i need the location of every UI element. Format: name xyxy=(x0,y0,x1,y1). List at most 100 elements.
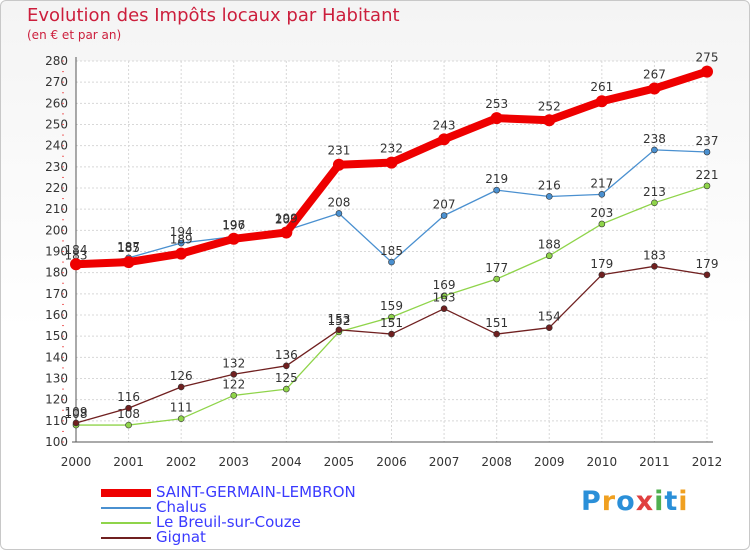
legend-swatch xyxy=(101,488,153,497)
data-label: 217 xyxy=(590,176,613,190)
data-point xyxy=(703,148,711,156)
data-point xyxy=(440,292,448,300)
x-tick-label: 2000 xyxy=(61,455,92,469)
data-label: 184 xyxy=(65,243,88,257)
y-tick-label: 130 xyxy=(45,372,68,386)
data-point xyxy=(493,330,500,338)
data-label: 221 xyxy=(696,168,719,182)
legend-label: Gignat xyxy=(156,528,206,546)
data-label: 154 xyxy=(538,310,561,324)
data-point xyxy=(545,324,553,332)
data-label: 179 xyxy=(590,257,613,271)
data-point xyxy=(703,182,711,190)
data-point xyxy=(385,156,398,169)
data-label: 237 xyxy=(696,134,719,148)
data-point xyxy=(177,383,185,391)
data-point xyxy=(72,419,80,427)
legend-line xyxy=(101,488,151,497)
data-point xyxy=(651,146,658,154)
data-label: 216 xyxy=(538,178,561,192)
logo-letter: i xyxy=(654,486,665,517)
chart-subtitle: (en € et par an) xyxy=(27,28,122,42)
logo-letter: r xyxy=(601,486,617,517)
x-tick-label: 2001 xyxy=(113,455,144,469)
data-label: 253 xyxy=(485,97,508,111)
data-point xyxy=(595,95,608,108)
data-point xyxy=(440,305,448,312)
data-label: 163 xyxy=(433,291,456,305)
data-label: 185 xyxy=(380,244,403,258)
data-label: 122 xyxy=(222,377,245,391)
x-tick-label: 2002 xyxy=(166,455,197,469)
data-label: 231 xyxy=(327,144,350,158)
y-tick-label: 140 xyxy=(45,350,68,364)
x-tick-label: 2004 xyxy=(271,455,302,469)
data-point xyxy=(543,114,556,127)
legend-label: SAINT-GERMAIN-LEMBRON xyxy=(156,483,356,501)
y-tick-label: 190 xyxy=(45,245,68,259)
y-tick-label: 270 xyxy=(45,75,68,89)
legend-item: Le Breuil-sur-Couze xyxy=(101,515,356,530)
legend-item: Chalus xyxy=(101,500,356,515)
logo-letter: o xyxy=(616,486,636,517)
series-le-breuil-sur-couze: 108 108 111 122 125 152 159 169 177 188 203 213 221 xyxy=(65,168,719,429)
y-tick-label: 150 xyxy=(45,329,68,343)
data-point xyxy=(175,247,188,260)
data-point xyxy=(70,258,82,271)
data-label: 275 xyxy=(696,51,719,65)
data-label: 189 xyxy=(170,233,193,247)
data-label: 194 xyxy=(170,225,193,239)
logo-letter: P xyxy=(581,486,602,517)
data-point xyxy=(332,158,345,171)
data-label: 197 xyxy=(222,219,245,233)
data-point xyxy=(598,271,606,279)
x-tick-label: 2003 xyxy=(218,455,249,469)
series-saint-germain-lembron: 184 185 189 196 199 231 232 243 253 252 261 267 275 xyxy=(65,51,719,271)
logo-letter: i xyxy=(678,486,689,517)
data-point xyxy=(230,370,238,378)
series-gignat: 109 116 126 132 136 153 151 163 151 154 179 183 179 xyxy=(65,248,719,427)
data-label: 188 xyxy=(538,238,561,252)
data-point xyxy=(227,232,240,245)
data-point xyxy=(493,186,500,194)
y-tick-label: 160 xyxy=(45,308,68,322)
data-point xyxy=(125,404,132,412)
data-label: 238 xyxy=(643,132,666,146)
data-point xyxy=(598,191,606,198)
data-point xyxy=(335,326,343,334)
x-tick-label: 2012 xyxy=(692,455,723,469)
x-tick-label: 2009 xyxy=(534,455,565,469)
data-point xyxy=(230,392,238,399)
legend-line xyxy=(101,536,151,539)
data-point xyxy=(545,193,553,200)
data-point xyxy=(335,210,343,217)
data-label: 179 xyxy=(696,257,719,271)
x-tick-label: 2006 xyxy=(376,455,407,469)
y-tick-label: 230 xyxy=(45,160,68,174)
data-label: 199 xyxy=(275,211,298,225)
data-label: 108 xyxy=(117,407,140,421)
data-label: 177 xyxy=(485,261,508,275)
y-tick-label: 260 xyxy=(45,96,68,110)
legend-swatch xyxy=(101,521,153,524)
data-point xyxy=(440,212,448,219)
y-tick-label: 240 xyxy=(45,139,68,153)
legend-item: Gignat xyxy=(101,530,356,545)
x-tick-label: 2005 xyxy=(324,455,355,469)
data-label: 108 xyxy=(65,407,88,421)
data-label: 243 xyxy=(433,118,456,132)
x-tick-label: 2008 xyxy=(481,455,512,469)
y-tick-label: 200 xyxy=(45,223,68,237)
data-label: 187 xyxy=(117,240,140,254)
y-tick-label: 170 xyxy=(45,287,68,301)
data-label: 208 xyxy=(327,195,350,209)
legend-item: SAINT-GERMAIN-LEMBRON xyxy=(101,485,356,500)
logo-letter: x xyxy=(635,486,655,517)
data-label: 132 xyxy=(222,356,245,370)
data-label: 169 xyxy=(433,278,456,292)
y-tick-label: 220 xyxy=(45,181,68,195)
data-point xyxy=(283,362,290,370)
data-label: 136 xyxy=(275,348,298,362)
legend-label: Chalus xyxy=(156,498,207,516)
data-point xyxy=(651,199,658,207)
